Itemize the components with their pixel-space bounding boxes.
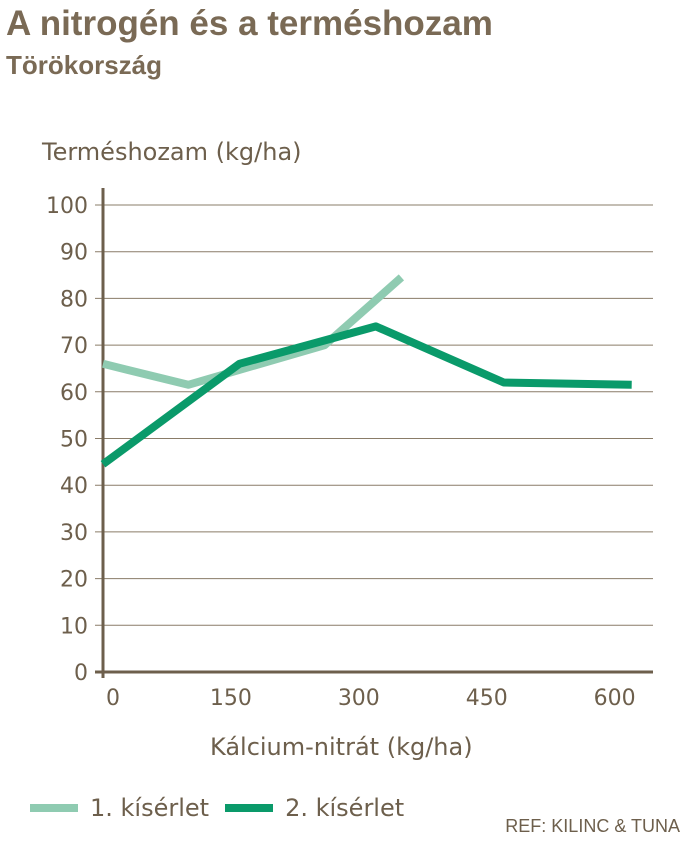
axes <box>95 188 653 678</box>
legend-label-series-1: 1. kísérlet <box>90 794 210 822</box>
gridlines <box>95 204 653 626</box>
series-line-1 <box>102 274 405 389</box>
x-axis-label: Kálcium-nitrát (kg/ha) <box>210 733 473 761</box>
y-tick-label-90: 90 <box>60 241 88 266</box>
x-tick-label-450: 450 <box>466 686 508 711</box>
legend-item-series-1: 1. kísérlet <box>30 794 209 822</box>
series-lines <box>100 274 632 468</box>
tick-labels: 0 10 20 30 40 50 60 70 80 90 100 0 150 300 450 600 <box>46 194 636 711</box>
y-tick-label-10: 10 <box>60 614 88 639</box>
y-tick-label-60: 60 <box>60 381 88 406</box>
legend-item-series-2: 2. kísérlet <box>225 794 404 822</box>
y-tick-label-50: 50 <box>60 428 88 453</box>
x-tick-label-150: 150 <box>210 686 252 711</box>
legend-swatch-series-1 <box>30 804 78 812</box>
y-tick-label-100: 100 <box>46 194 88 219</box>
x-tick-label-300: 300 <box>338 686 380 711</box>
y-tick-label-70: 70 <box>60 334 88 359</box>
y-tick-label-80: 80 <box>60 287 88 312</box>
y-tick-label-0: 0 <box>74 661 88 686</box>
series-line-2 <box>100 322 632 468</box>
y-tick-label-20: 20 <box>60 568 88 593</box>
chart-title: A nitrogén és a terméshozam <box>6 4 493 43</box>
chart-subtitle: Törökország <box>6 50 163 80</box>
reference-note: REF: KILINC & TUNA <box>505 816 680 836</box>
legend-swatch-series-2 <box>225 804 274 812</box>
legend: 1. kísérlet 2. kísérlet <box>30 790 420 826</box>
x-tick-label-600: 600 <box>594 686 636 711</box>
legend-label-series-2: 2. kísérlet <box>285 794 405 822</box>
y-tick-label-40: 40 <box>60 474 88 499</box>
y-tick-label-30: 30 <box>60 521 88 546</box>
x-tick-label-0: 0 <box>106 686 120 711</box>
y-axis-label: Terméshozam (kg/ha) <box>42 138 302 166</box>
